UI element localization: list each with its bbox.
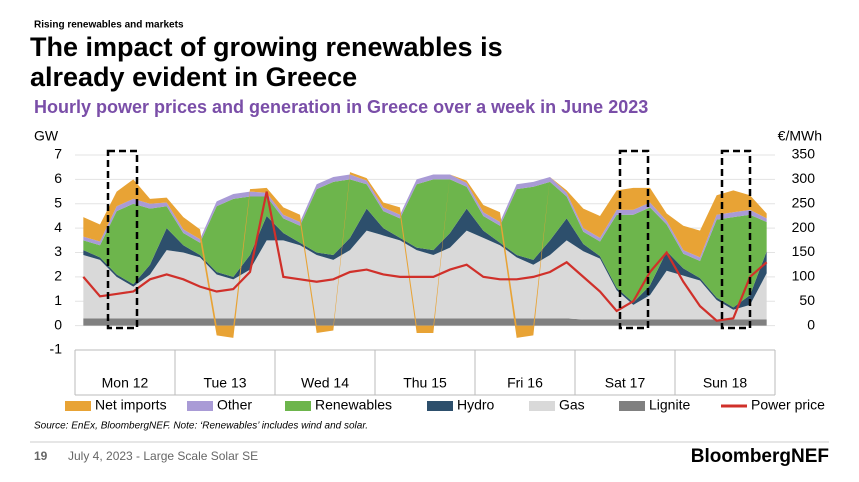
subtitle: Hourly power prices and generation in Gr… [34,97,648,117]
y-tick-label: 6 [54,170,62,186]
legend-label: Renewables [315,397,392,413]
legend: Net imports Other Renewables Hydro Gas Lignit… [65,397,825,413]
legend-label: Net imports [95,397,167,413]
y-tick-label: 1 [54,292,62,308]
y-tick-label: 2 [54,268,62,284]
y2-tick-label: 50 [799,292,815,308]
legend-swatch [619,401,645,411]
y-tick-label: 3 [54,243,62,259]
x-tick-label: Sat 17 [605,375,646,391]
brand: BloombergNEF [691,446,829,467]
highlight-boxes [106,149,752,330]
x-tick-label: Mon 12 [102,375,149,391]
legend-swatch [285,401,311,411]
footer-text: July 4, 2023 - Large Scale Solar SE [68,449,258,463]
y2-tick-label: 100 [792,268,816,284]
highlight-box [618,149,650,330]
y2-tick-label: 0 [807,316,815,332]
highlight-box [106,149,139,330]
area [83,174,767,262]
x-tick-label: Sun 18 [703,375,748,391]
y2-tick-label: 350 [792,146,816,162]
area [83,230,767,320]
y2-tick-label: 300 [792,170,816,186]
y-tick-label: 7 [54,146,62,162]
y-tick-label: 0 [54,316,62,332]
highlight-box [720,149,752,330]
y-tick-label: 4 [54,219,62,235]
page-number: 19 [34,449,48,463]
price-line [82,191,768,322]
y-axis-label: GW [34,128,59,144]
plot: -1 0 1 2 3 4 5 6 7 0 50 100 150 200 250 300 350 Mon 12 Tue… [50,146,816,396]
area [83,179,767,308]
legend-swatch [65,401,91,411]
legend-label: Hydro [457,397,495,413]
title-box: The impact of growing renewables is alre… [30,32,503,92]
x-tick-label: Tue 13 [203,375,246,391]
y2-tick-label: 200 [792,219,816,235]
x-tick-label: Wed 14 [301,375,349,391]
x-tick-label: Fri 16 [507,375,543,391]
y2-axis-label: €/MWh [778,128,822,144]
x-tick-label: Thu 15 [403,375,447,391]
legend-label: Other [217,397,252,413]
legend-swatch [529,401,555,411]
legend-label: Power price [751,397,825,413]
legend-swatch [427,401,453,411]
legend-swatch [187,401,213,411]
y-tick-label: 5 [54,194,62,210]
source-note: Source: EnEx, BloombergNEF. Note: ‘Renew… [34,421,368,432]
kicker: Rising renewables and markets [34,20,184,31]
area [83,318,767,326]
y-tick-label: -1 [50,341,63,357]
y2-tick-label: 150 [792,243,816,259]
y2-tick-label: 250 [792,194,816,210]
legend-label: Lignite [649,397,690,413]
chart-title: The impact of growing renewables is alre… [30,32,503,92]
legend-label: Gas [559,397,585,413]
